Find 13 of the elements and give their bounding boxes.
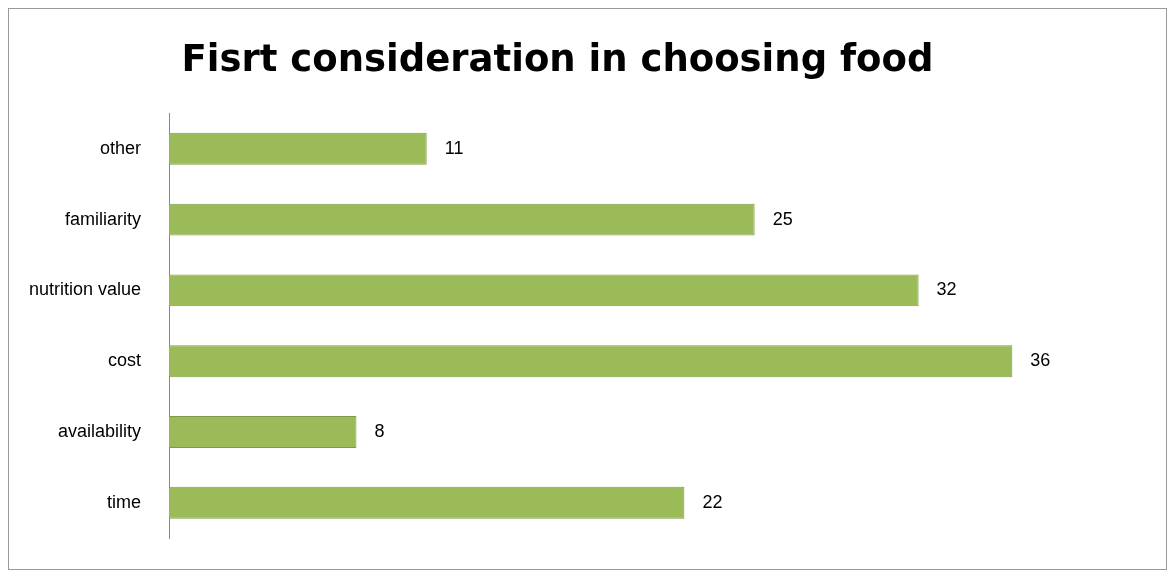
y-tick-label: time bbox=[107, 491, 142, 512]
data-label: 25 bbox=[772, 208, 793, 229]
data-label: 22 bbox=[702, 491, 723, 512]
y-tick-label: cost bbox=[108, 350, 142, 371]
y-tick-label: availability bbox=[58, 420, 142, 441]
y-tick-label: other bbox=[100, 137, 142, 158]
chart-title: Fisrt consideration in choosing food bbox=[181, 36, 934, 80]
data-label: 8 bbox=[374, 420, 385, 441]
data-label: 36 bbox=[1030, 350, 1051, 371]
data-label: 32 bbox=[936, 279, 957, 300]
y-tick-label: familiarity bbox=[65, 208, 142, 229]
data-label: 11 bbox=[444, 137, 464, 158]
y-tick-label: nutrition value bbox=[28, 279, 142, 300]
